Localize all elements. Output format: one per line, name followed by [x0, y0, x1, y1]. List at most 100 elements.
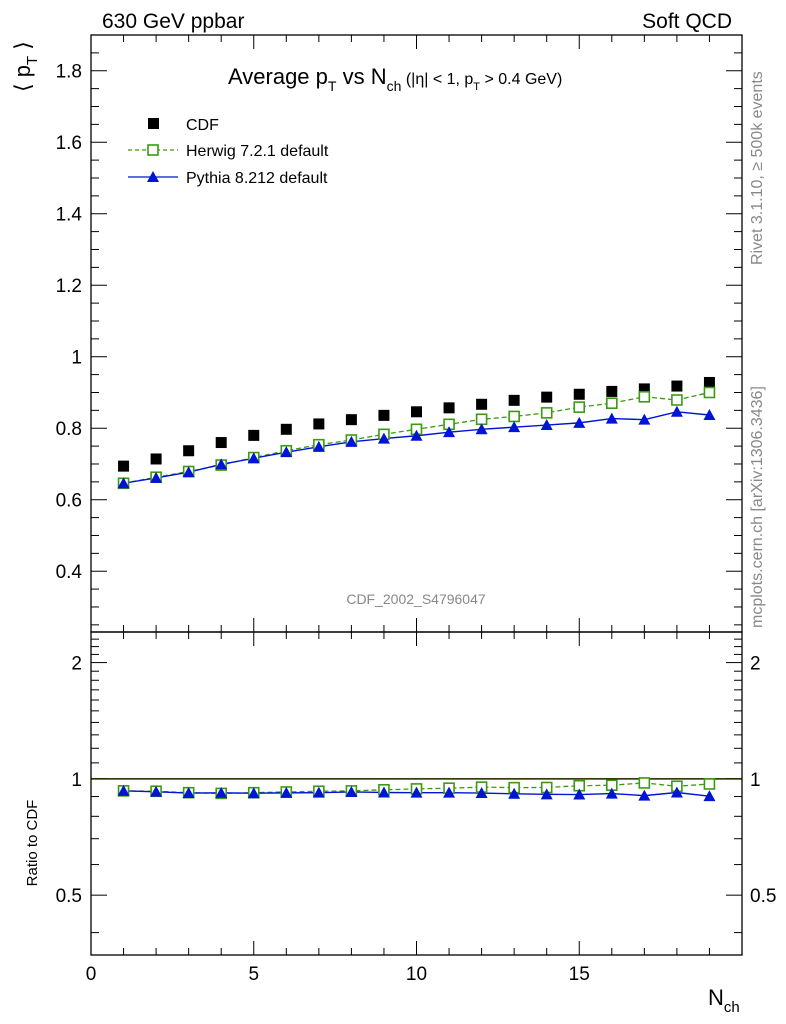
pythia-point	[443, 426, 456, 438]
cdf-point	[150, 453, 162, 465]
ratio-tick-label-right: 0.5	[750, 886, 776, 907]
pythia-ratio-point	[605, 787, 618, 799]
pythia-point	[377, 432, 390, 444]
chart-title: Average pT vs Nch (|η| < 1, pT > 0.4 GeV…	[228, 64, 562, 94]
cdf-point	[638, 383, 650, 395]
pythia-point	[182, 466, 195, 478]
legend-pythia-label: Pythia 8.212 default	[186, 170, 328, 187]
pythia-ratio-point	[638, 789, 651, 801]
mcplots-label: mcplots.cern.ch [arXiv:1306.3436]	[749, 386, 766, 628]
analysis-label: CDF_2002_S4796047	[346, 591, 486, 607]
pythia-point	[703, 409, 716, 421]
pythia-ratio-point	[247, 787, 260, 799]
header-left-label: 630 GeV ppbar	[102, 10, 244, 33]
y-tick-label: 1.8	[56, 62, 82, 83]
header-right-label: Soft QCD	[642, 10, 732, 33]
rivet-label: Rivet 3.1.10, ≥ 500k events	[749, 71, 766, 265]
cdf-point	[118, 460, 130, 472]
legend-pythia-marker	[147, 171, 159, 182]
pythia-point	[312, 440, 325, 452]
herwig-ratio-point	[638, 777, 651, 789]
pythia-point	[540, 419, 553, 431]
legend: CDF Herwig 7.2.1 default Pythia 8.212 de…	[128, 117, 329, 187]
pythia-point	[638, 413, 651, 425]
cdf-point	[606, 385, 618, 397]
ratio-tick-label: 1	[71, 770, 82, 791]
pythia-ratio-point	[475, 787, 488, 799]
ratio-tick-label: 0.5	[56, 886, 82, 907]
herwig-point	[475, 413, 488, 426]
ratio-axes: 0 5 10 15 0.5 0.5 1 1 2 2	[56, 632, 776, 985]
herwig-point	[605, 397, 618, 410]
pythia-point	[670, 405, 683, 417]
pythia-ratio-point	[443, 786, 456, 798]
pythia-ratio-point	[377, 786, 390, 798]
pythia-point	[508, 421, 521, 433]
pythia-ratio-point	[703, 790, 716, 802]
pythia-point	[345, 435, 358, 447]
pythia-ratio-point	[312, 786, 325, 798]
ratio-series	[117, 777, 716, 802]
x-tick-label: 15	[569, 964, 590, 985]
cdf-point	[378, 409, 390, 421]
ratio-tick-label-right: 1	[750, 770, 761, 791]
cdf-point	[183, 445, 195, 457]
y-tick-label: 0.6	[56, 491, 82, 512]
pythia-ratio-point	[280, 786, 293, 798]
pythia-line	[123, 411, 710, 484]
main-series	[117, 376, 716, 490]
pythia-point	[150, 471, 163, 483]
pythia-point	[247, 452, 260, 464]
pythia-point	[605, 412, 618, 424]
y-tick-label: 1.6	[56, 133, 82, 154]
pythia-point	[117, 477, 130, 489]
pythia-ratio-point	[573, 788, 586, 800]
herwig-point	[638, 390, 651, 403]
y-tick-label: 1.2	[56, 276, 82, 297]
legend-cdf-label: CDF	[186, 117, 219, 134]
pythia-ratio-point	[410, 786, 423, 798]
pythia-point	[215, 458, 228, 470]
cdf-point	[671, 380, 683, 392]
legend-cdf-marker	[148, 118, 159, 129]
y-tick-label: 1.4	[56, 205, 83, 226]
cdf-point	[508, 394, 520, 406]
pythia-point	[573, 416, 586, 428]
cdf-point	[573, 388, 585, 400]
y-tick-label: 0.8	[56, 419, 82, 440]
cdf-point	[443, 402, 455, 414]
pythia-ratio-point	[508, 787, 521, 799]
pythia-point	[410, 429, 423, 441]
pythia-ratio-point	[670, 786, 683, 798]
panel-frames	[90, 34, 743, 956]
pythia-ratio-point	[150, 785, 163, 797]
cdf-point	[345, 414, 357, 426]
pythia-ratio-point	[215, 786, 228, 798]
cdf-point	[280, 423, 292, 435]
y-axis-label: ⟨ pT ⟩	[10, 41, 41, 92]
y-tick-label: 0.4	[56, 562, 83, 583]
herwig-point	[703, 386, 716, 399]
pythia-ratio-point	[117, 784, 130, 796]
cdf-point	[313, 418, 325, 430]
ratio-tick-label-right: 2	[750, 654, 761, 675]
cdf-point	[476, 398, 488, 410]
x-tick-label: 10	[406, 964, 427, 985]
pythia-point	[280, 446, 293, 458]
cdf-point	[248, 429, 260, 441]
herwig-point	[540, 407, 553, 419]
pythia-ratio-point	[182, 787, 195, 799]
ratio-frame	[90, 631, 743, 956]
ratio-tick-label: 2	[71, 654, 82, 675]
herwig-point	[573, 401, 586, 413]
herwig-point	[671, 394, 683, 406]
x-axis-label: Nch	[708, 985, 740, 1016]
x-tick-label: 5	[248, 964, 259, 985]
y-tick-label: 1	[71, 348, 82, 369]
ratio-reference-band	[91, 777, 742, 780]
cdf-point	[215, 437, 227, 449]
cdf-point	[703, 376, 715, 388]
pythia-ratio-point	[540, 788, 553, 800]
x-tick-label: 0	[86, 964, 97, 985]
